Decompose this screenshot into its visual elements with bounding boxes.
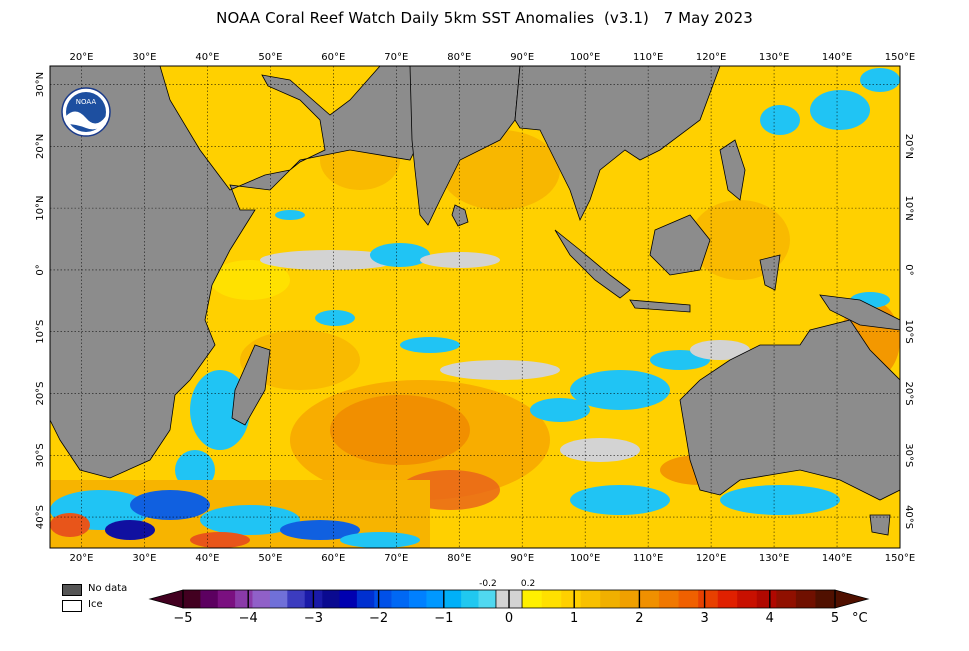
lon-tick-bottom: 100°E (570, 553, 600, 564)
new-guinea-landmass (819, 294, 900, 331)
lat-tick-right: 10°N (903, 196, 914, 221)
tasmania-landmass (869, 514, 891, 536)
sumatra-landmass (554, 229, 631, 299)
southern-ocean-band (50, 480, 430, 548)
lat-tick-left: 10°S (35, 320, 46, 344)
lat-tick-right: 20°S (903, 381, 914, 405)
lon-tick-bottom: 150°E (885, 553, 915, 564)
longitude-ticks-bottom: 20°E 30°E 40°E 50°E 60°E 70°E 80°E 90°E 100°E 110… (69, 553, 915, 564)
lon-tick-bottom: 110°E (633, 553, 663, 564)
lon-tick-top: 80°E (447, 52, 471, 63)
lon-tick-top: 70°E (384, 52, 408, 63)
nodata-label: No data (88, 583, 128, 594)
lat-tick-left: 20°N (35, 134, 46, 159)
lon-tick-bottom: 60°E (321, 553, 345, 564)
lat-tick-left: 40°S (35, 505, 46, 529)
lat-tick-left: 30°S (35, 443, 46, 467)
land-masses (50, 66, 900, 536)
lat-tick-right: 0° (903, 264, 914, 275)
lon-tick-bottom: 80°E (447, 553, 471, 564)
map-title: NOAA Coral Reef Watch Daily 5km SST Anom… (216, 9, 753, 27)
lon-tick-top: 90°E (510, 52, 534, 63)
lon-tick-top: 150°E (885, 52, 915, 63)
lat-tick-right: 40°S (903, 505, 914, 529)
lon-tick-top: 60°E (321, 52, 345, 63)
lon-tick-bottom: 140°E (822, 553, 852, 564)
noaa-logo-text: NOAA (76, 98, 97, 106)
lon-tick-top: 120°E (696, 52, 726, 63)
sulawesi-landmass (759, 254, 781, 291)
lon-tick-top: 130°E (759, 52, 789, 63)
map-plot-area: NOAA (50, 66, 900, 548)
lon-tick-bottom: 40°E (195, 553, 219, 564)
lon-tick-top: 30°E (132, 52, 156, 63)
lat-tick-left: 20°S (35, 381, 46, 405)
lon-tick-top: 20°E (69, 52, 93, 63)
africa-landmass (50, 66, 431, 479)
longitude-ticks-top: 20°E 30°E 40°E 50°E 60°E 70°E 80°E 90°E 100°E 110… (69, 52, 915, 63)
lon-tick-bottom: 30°E (132, 553, 156, 564)
australia-landmass (679, 319, 900, 501)
madagascar-landmass (231, 344, 271, 426)
latitude-ticks-left: 30°N 20°N 10°N 0° 10°S 20°S 30°S 40°S (35, 72, 46, 529)
lat-tick-left: 30°N (35, 72, 46, 97)
lat-tick-left: 0° (35, 264, 46, 275)
lat-tick-right: 20°N (903, 134, 914, 159)
lon-tick-top: 50°E (258, 52, 282, 63)
lon-tick-bottom: 130°E (759, 553, 789, 564)
lon-tick-top: 40°E (195, 52, 219, 63)
lon-tick-top: 100°E (570, 52, 600, 63)
latitude-ticks-right: 20°N 10°N 0° 10°S 20°S 30°S 40°S (903, 134, 914, 529)
sri-lanka-landmass (451, 204, 469, 227)
lon-tick-bottom: 120°E (696, 553, 726, 564)
noaa-logo: NOAA (61, 87, 111, 137)
lat-tick-right: 30°S (903, 443, 914, 467)
map-frame (49, 65, 901, 549)
lon-tick-top: 140°E (822, 52, 852, 63)
cool-anomaly-patches (175, 68, 900, 515)
lon-tick-bottom: 50°E (258, 553, 282, 564)
ice-label: Ice (88, 599, 103, 610)
lon-tick-bottom: 70°E (384, 553, 408, 564)
java-landmass (629, 299, 691, 313)
philippines-landmass (719, 139, 746, 201)
ice-swatch (62, 600, 82, 612)
lon-tick-top: 110°E (633, 52, 663, 63)
lat-tick-left: 10°N (35, 196, 46, 221)
nodata-swatch (62, 584, 82, 596)
borneo-landmass (649, 214, 711, 276)
lat-tick-right: 10°S (903, 320, 914, 344)
lon-tick-bottom: 20°E (69, 553, 93, 564)
graticule (50, 66, 900, 548)
lon-tick-bottom: 90°E (510, 553, 534, 564)
